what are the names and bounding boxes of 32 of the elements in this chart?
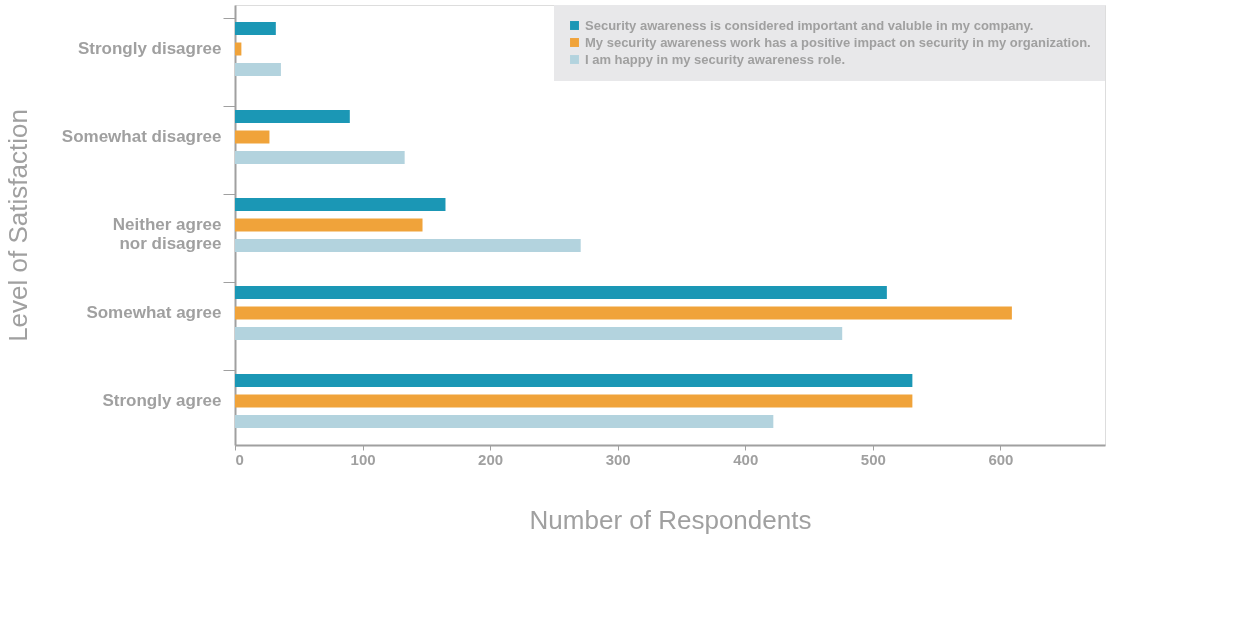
x-axis-title: Number of Respondents (529, 504, 812, 535)
bar (235, 306, 1012, 320)
bar (235, 130, 270, 144)
bar (235, 197, 446, 211)
bar (235, 151, 405, 165)
x-tick-label: 600 (988, 450, 1014, 468)
bar (235, 63, 281, 77)
bar (235, 394, 913, 408)
bar (235, 239, 581, 253)
bar (235, 327, 843, 341)
x-tick-label: 200 (478, 450, 504, 468)
bar (235, 42, 242, 56)
bar (235, 285, 887, 299)
y-axis-title: Level of Satisfaction (2, 109, 33, 342)
y-tick-label: Neither agree nor disagree (112, 215, 222, 253)
bar (235, 415, 774, 429)
y-tick-label: Somewhat disagree (61, 127, 222, 146)
y-tick-label: Somewhat agree (86, 303, 222, 322)
bar (235, 218, 423, 232)
bar (235, 109, 350, 123)
bar (235, 373, 913, 387)
x-tick-label: 400 (733, 450, 759, 468)
legend-label: Security awareness is considered important and valuble in my company. (585, 17, 1034, 33)
x-tick-label: 300 (605, 450, 631, 468)
bar (235, 21, 276, 35)
legend-label: I am happy in my security awareness role. (585, 51, 846, 67)
x-tick-label: 500 (860, 450, 886, 468)
x-tick-label: 0 (235, 450, 244, 468)
x-tick-label: 100 (350, 450, 376, 468)
legend-label: My security awareness work has a positive impact on security in my organization. (585, 34, 1091, 50)
y-tick-label: Strongly agree (102, 391, 222, 410)
y-tick-label: Strongly disagree (77, 39, 222, 58)
